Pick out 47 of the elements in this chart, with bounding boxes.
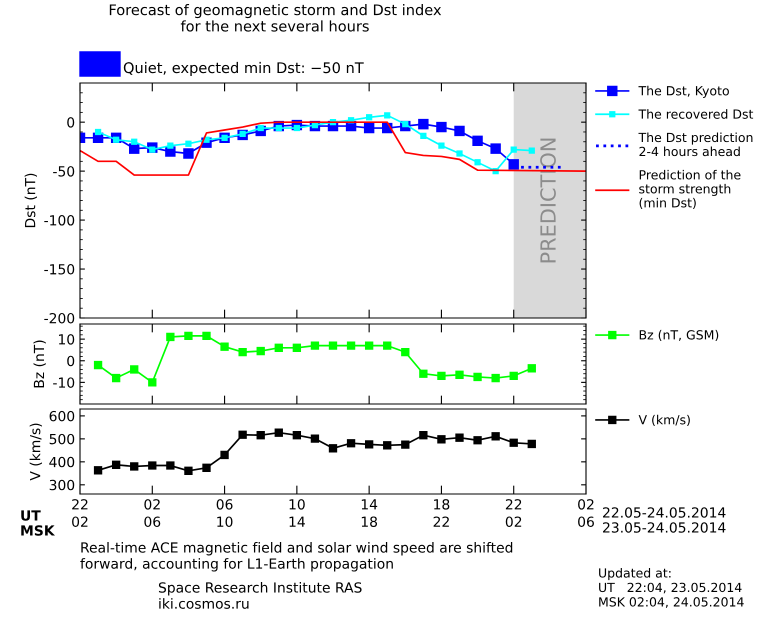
x-tick-label: 10 xyxy=(290,499,305,510)
x2-tick-label: 06 xyxy=(578,516,594,527)
y-tick-label: 10 xyxy=(58,334,74,345)
x-tick-label: 02 xyxy=(578,499,594,510)
chart-title: Forecast of geomagnetic storm and Dst index for the next several hours xyxy=(110,4,442,32)
y-tick-label: -10 xyxy=(53,377,74,388)
x2-tick-label: 18 xyxy=(362,516,378,527)
x2-tick-label: 06 xyxy=(144,516,160,527)
text: 22.05-24.05.2014 xyxy=(603,507,726,518)
y-tick-label: -50 xyxy=(53,166,74,177)
legend-label: Prediction of the storm strength (min Dst) xyxy=(639,170,740,209)
legend-label: Bz (nT, GSM) xyxy=(640,330,718,342)
x2-tick-label: 14 xyxy=(290,516,305,527)
x2-tick-label: 02 xyxy=(506,516,522,527)
text: Space Research Institute RAS iki.cosmos.ru xyxy=(158,582,362,609)
band-label: PREDICTION xyxy=(540,138,556,262)
x-tick-label: 14 xyxy=(362,499,378,510)
y-axis-title: Bz (nT) xyxy=(33,340,46,388)
y-tick-label: 500 xyxy=(50,434,74,444)
legend-label: The Dst, Kyoto xyxy=(638,86,729,98)
y-tick-label: -150 xyxy=(44,264,74,275)
legend-label: The recovered Dst xyxy=(638,109,754,119)
x-tick-label: 18 xyxy=(434,499,450,510)
x-tick-label: 02 xyxy=(144,499,160,510)
y-tick-label: 600 xyxy=(50,410,74,422)
text: MSK xyxy=(21,525,56,536)
y-axis-title: V (km/s) xyxy=(30,424,42,481)
y-tick-label: 300 xyxy=(50,480,74,490)
x2-tick-label: 22 xyxy=(434,516,449,527)
text: Updated at: UT 22:04, 23.05.2014 MSK 02:04, 24.05.2014 xyxy=(599,568,744,608)
y-tick-label: 0 xyxy=(67,117,74,128)
y-axis-title: Dst (nT) xyxy=(24,174,38,228)
text: 23.05-24.05.2014 xyxy=(603,522,726,533)
x2-tick-label: 10 xyxy=(217,516,232,527)
legend-label: V (km/s) xyxy=(638,414,690,426)
legend-label: The Dst prediction 2-4 hours ahead xyxy=(638,132,752,156)
text: UT xyxy=(21,510,41,521)
text: Real-time ACE magnetic field and solar wind speed are shifted forward, accounting for L1-Earth propagation xyxy=(80,542,512,572)
x2-tick-label: 02 xyxy=(72,516,88,527)
y-tick-label: 400 xyxy=(49,456,74,468)
x-tick-label: 22 xyxy=(72,499,88,510)
chart-subtitle: Quiet, expected min Dst: −50 nT xyxy=(124,62,364,76)
y-tick-label: 0 xyxy=(67,356,74,366)
x-tick-label: 06 xyxy=(216,499,233,510)
x-tick-label: 22 xyxy=(506,499,522,510)
y-tick-label: -100 xyxy=(44,215,74,226)
y-tick-label: -200 xyxy=(44,312,74,324)
